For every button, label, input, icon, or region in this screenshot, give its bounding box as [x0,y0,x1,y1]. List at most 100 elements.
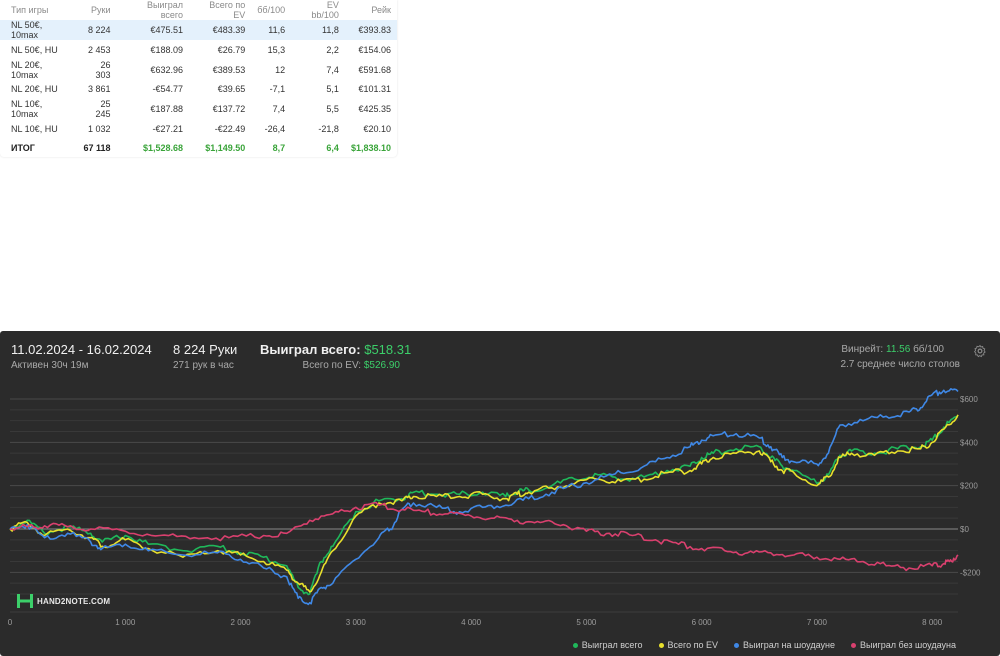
cell-won: -€54.77 [152,84,183,95]
cell-bb100: 12 [275,64,286,75]
col-header-won[interactable]: Выиграл всего [146,0,183,20]
active-time: Активен 30ч 19м [11,360,89,371]
col-header-bb100[interactable]: бб/100 [257,5,286,15]
y-tick-label: $200 [960,482,978,491]
x-tick-label: 6 000 [692,618,713,627]
cell-hands: 26 303 [95,59,111,80]
cell-ev: €137.72 [212,104,246,114]
series-line-1 [9,415,959,596]
legend-dot-icon [572,642,578,648]
cell-ev: €389.53 [212,64,246,75]
cell-evbb100: 11,8 [291,20,345,40]
y-tick-label: $0 [960,525,969,534]
graph-panel: -$200 $0 $200 $400 $600 0 1 000 2 000 3 000 4 000… [0,331,1000,656]
x-tick-label: 8 000 [922,618,943,627]
col-header-game[interactable]: Тип игры [11,5,49,15]
table-header-row: Тип игры Руки Выиграл всего Всего по EV … [0,0,397,20]
winrate-unit: бб/100 [913,344,944,355]
cell-won: €187.88 [150,104,183,114]
x-tick-label: 2 000 [231,618,252,627]
hands-count: 8 224 Руки [173,342,238,357]
cell-ev: -€22.49 [214,123,246,134]
legend-item[interactable]: Выиграл без шоудауна [851,640,956,650]
total-label: ИТОГ [11,143,35,154]
cell-won: -€27.21 [152,123,183,134]
hand2note-logo-icon [17,594,33,608]
cell-evbb100: 2,2 [326,44,339,55]
x-tick-label: 3 000 [346,618,367,627]
cell-hands: 1 032 [87,123,111,134]
avg-tables: 2.7 среднее число столов [840,359,960,370]
legend-item[interactable]: Всего по EV [658,640,719,650]
y-tick-label: -$200 [960,568,981,577]
hand2note-logo-text: HAND2NOTE.COM [37,596,111,606]
cell-bb100: -26,4 [264,123,286,134]
series-line-3 [9,388,959,606]
legend-item[interactable]: Выиграл на шоудауне [734,640,835,650]
legend-dot-icon [734,642,740,648]
total-bb100: 8,7 [272,143,286,154]
legend-label: Выиграл всего [581,640,643,650]
col-header-hands[interactable]: Руки [91,5,111,15]
won-label: Выиграл всего: [260,342,361,357]
cell-bb100: -7,1 [269,84,286,95]
hands-per-hour: 271 рук в час [173,360,234,371]
gear-icon[interactable] [973,344,987,358]
cell-game: NL 50€, 10max [0,20,78,40]
table-row[interactable]: NL 10€, 10max 25 245 €187.88 €137.72 7,4 5,5 €… [0,99,397,119]
winrate-value: 11.56 [886,344,911,355]
cell-rake: €101.31 [358,84,391,95]
legend-label: Выиграл на шоудауне [743,640,835,650]
y-tick-label: $400 [960,438,978,447]
stats-table: Тип игры Руки Выиграл всего Всего по EV … [0,0,397,158]
won-value: $518.31 [364,342,412,357]
cell-rake: €154.06 [358,44,391,55]
hand2note-logo: HAND2NOTE.COM [17,594,110,608]
cell-bb100: 7,4 [272,104,286,114]
ev-label: Всего по EV: [302,360,362,371]
winrate-label: Винрейт: [841,344,884,355]
legend-label: Всего по EV [667,640,719,650]
table-total-row: ИТОГ 67 118 $1,528.68 $1,149.50 8,7 6,4 … [0,139,397,159]
cell-rake: €393.83 [344,20,397,40]
y-tick-label: $600 [960,395,978,404]
legend-dot-icon [658,642,664,648]
legend-item[interactable]: Выиграл всего [572,640,643,650]
cell-won: €188.09 [150,44,183,55]
profit-chart: -$200 $0 $200 $400 $600 0 1 000 2 000 3 000 4 000… [8,388,981,627]
cell-evbb100: 5,1 [326,84,339,95]
cell-hands: 8 224 [77,20,117,40]
col-header-rake[interactable]: Рейк [371,5,391,15]
cell-ev: €26.79 [217,44,246,55]
cell-bb100: 11,6 [251,20,292,40]
cell-game: NL 10€, 10max [11,99,43,119]
cell-ev: €483.39 [188,20,252,40]
cell-hands: 2 453 [87,44,111,55]
table-row[interactable]: NL 50€, HU 2 453 €188.09 €26.79 15,3 2,2 €154.… [0,40,397,60]
x-tick-label: 0 [8,618,13,627]
cell-ev: €39.65 [217,84,246,95]
cell-won: €475.51 [116,20,189,40]
x-tick-label: 4 000 [461,618,482,627]
cell-won: €632.96 [150,64,183,75]
series-line-4 [9,501,959,572]
cell-rake: €425.35 [358,104,391,114]
cell-hands: 3 861 [87,84,111,95]
col-header-ev[interactable]: Всего по EV [209,0,246,20]
legend-label: Выиграл без шоудауна [860,640,956,650]
table-row[interactable]: NL 20€, HU 3 861 -€54.77 €39.65 -7,1 5,1 €101.… [0,80,397,100]
winrate: Винрейт: 11.56 бб/100 [841,344,944,355]
table-row[interactable]: NL 20€, 10max 26 303 €632.96 €389.53 12 7,4 €5… [0,60,397,80]
total-hands: 67 118 [83,143,111,154]
cell-game: NL 20€, 10max [11,59,43,80]
chart-legend: Выиграл всего Всего по EV Выиграл на шоуда… [572,640,956,650]
col-header-evbb100[interactable]: EV bb/100 [311,0,339,20]
total-rake: $1,838.10 [350,143,391,154]
total-ev: $1,149.50 [205,143,246,154]
cell-evbb100: 5,5 [326,104,339,114]
table-row[interactable]: NL 10€, HU 1 032 -€27.21 -€22.49 -26,4 -21,8 €… [0,119,397,139]
ev-total: Всего по EV: $526.90 [303,360,400,371]
table-row[interactable]: NL 50€, 10max 8 224 €475.51 €483.39 11,6 11,8… [0,20,397,40]
cell-hands: 25 245 [95,99,111,119]
cell-bb100: 15,3 [267,44,286,55]
